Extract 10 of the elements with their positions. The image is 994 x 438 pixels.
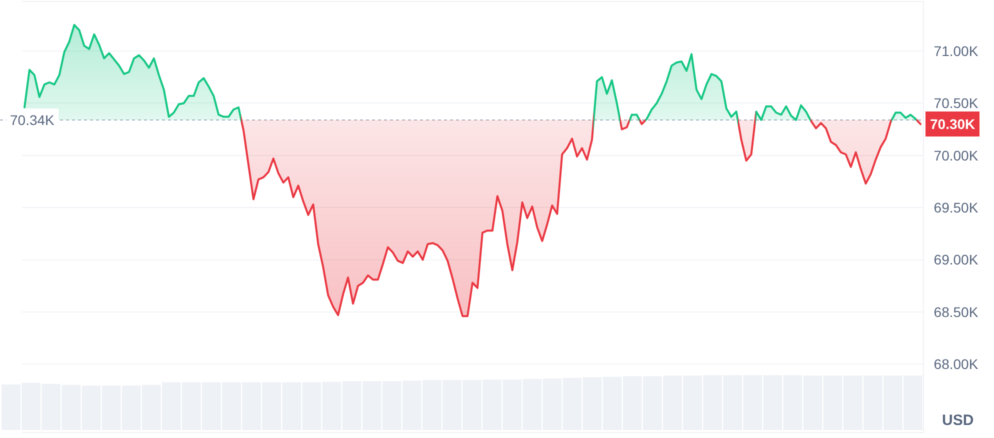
y-tick-label: 69.50K <box>934 200 979 216</box>
y-tick-label: 71.00K <box>934 42 979 59</box>
y-axis-title: USD <box>942 412 974 429</box>
y-tick-label: 68.00K <box>934 356 979 372</box>
y-tick-label: 69.00K <box>934 252 979 268</box>
y-tick-label: 68.50K <box>934 304 979 320</box>
ref-line-label: 70.34K <box>10 112 56 128</box>
y-tick-label: 70.50K <box>934 95 979 112</box>
text: 70.30K <box>930 116 976 132</box>
y-tick-label: 70.00K <box>934 147 979 164</box>
